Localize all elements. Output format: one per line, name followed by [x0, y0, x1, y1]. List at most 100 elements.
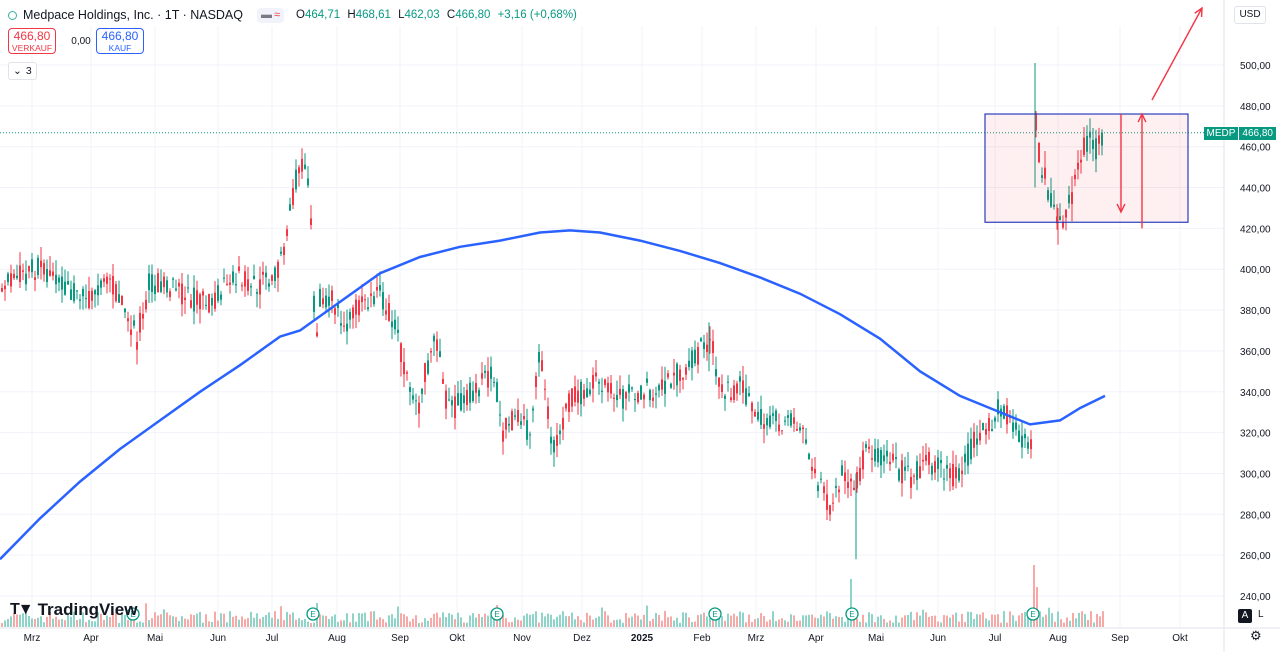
candle-body	[100, 280, 102, 288]
candle-body	[541, 360, 543, 372]
tradingview-logo[interactable]: T▼ TradingView	[10, 600, 137, 620]
indicators-count: 3	[25, 65, 32, 77]
volume-bar	[1009, 611, 1011, 627]
candle-body	[628, 384, 630, 393]
candle-body	[184, 297, 186, 301]
y-tick-label: 240,00	[1240, 592, 1271, 603]
visibility-toggle[interactable]: ▬ ≈	[257, 7, 285, 23]
indicators-toggle[interactable]: ⌄ 3	[8, 62, 37, 80]
candle-body	[79, 299, 81, 301]
candle-body	[460, 393, 462, 411]
volume-bar	[67, 612, 69, 627]
volume-bar	[247, 617, 249, 627]
candle-body	[934, 461, 936, 473]
candle-body	[313, 295, 315, 312]
volume-bar	[1021, 613, 1023, 627]
candle-body	[1068, 194, 1070, 204]
candle-body	[1047, 190, 1049, 200]
candle-body	[280, 251, 282, 254]
ohlc-high-label: H	[347, 9, 356, 21]
candle-body	[49, 270, 51, 276]
volume-bar	[625, 612, 627, 627]
earnings-marker-icon: E	[490, 607, 504, 621]
volume-bar	[838, 617, 840, 627]
volume-bar	[985, 618, 987, 627]
volume-bars	[1, 565, 1104, 627]
volume-bar	[46, 616, 48, 627]
candle-body	[853, 487, 855, 491]
volume-bar	[991, 614, 993, 627]
volume-bar	[580, 620, 582, 627]
candle-body	[775, 410, 777, 421]
candle-body	[688, 360, 690, 367]
volume-bar	[637, 615, 639, 627]
candle-body	[337, 304, 339, 309]
candle-body	[766, 418, 768, 426]
candle-body	[829, 505, 831, 515]
volume-bar	[892, 622, 894, 627]
volume-bar	[598, 616, 600, 627]
volume-bar	[601, 607, 603, 627]
auto-scale-button[interactable]: A	[1238, 609, 1252, 623]
candle-body	[418, 402, 420, 414]
candle-body	[343, 325, 345, 327]
volume-bar	[706, 616, 708, 627]
volume-bar	[76, 619, 78, 627]
candle-body	[889, 461, 891, 465]
candle-body	[526, 420, 528, 440]
volume-bar	[214, 611, 216, 627]
volume-bar	[16, 614, 18, 627]
volume-bar	[358, 613, 360, 627]
volume-bar	[40, 616, 42, 627]
volume-bar	[328, 618, 330, 627]
currency-selector[interactable]: USD	[1234, 6, 1266, 24]
candle-body	[997, 399, 999, 415]
candle-body	[772, 413, 774, 416]
earnings-marker-icon: E	[1026, 607, 1040, 621]
candle-body	[1021, 435, 1023, 448]
candle-body	[412, 395, 414, 400]
volume-bar	[907, 614, 909, 627]
x-tick-label: Okt	[1172, 633, 1188, 644]
volume-bar	[28, 616, 30, 627]
candle-body	[709, 339, 711, 341]
ohlc-values: O464,71 H468,61 L462,03 C466,80 +3,16 (+…	[296, 9, 581, 21]
candle-body	[778, 424, 780, 432]
candle-body	[592, 375, 594, 389]
candle-body	[229, 282, 231, 285]
candle-body	[643, 394, 645, 400]
volume-bar	[493, 616, 495, 627]
buy-button[interactable]: 466,80 KAUF	[96, 28, 144, 54]
candle-body	[580, 381, 582, 405]
volume-bar	[820, 614, 822, 627]
volume-bar	[793, 615, 795, 627]
candle-body	[490, 366, 492, 379]
candle-body	[1030, 439, 1032, 450]
volume-bar	[979, 614, 981, 627]
candle-body	[1050, 193, 1052, 207]
gear-icon[interactable]: ⚙	[1250, 628, 1262, 643]
candle-body	[838, 489, 840, 493]
candle-body	[373, 296, 375, 305]
sell-button[interactable]: 466,80 VERKAUF	[8, 28, 56, 54]
volume-bar	[310, 622, 312, 627]
x-tick-label: Jun	[930, 633, 946, 644]
ohlc-open-value: 464,71	[305, 9, 341, 21]
x-tick-label: Dez	[573, 633, 591, 644]
candle-body	[10, 273, 12, 287]
candle-body	[253, 275, 255, 280]
candle-body	[322, 298, 324, 305]
log-scale-button[interactable]: L	[1258, 609, 1264, 620]
volume-bar	[208, 621, 210, 627]
candle-body	[448, 399, 450, 401]
candle-body	[34, 277, 36, 280]
candle-body	[814, 468, 816, 474]
symbol-title[interactable]: Medpace Holdings, Inc. · 1T · NASDAQ	[23, 8, 243, 22]
symbol-header: Medpace Holdings, Inc. · 1T · NASDAQ ▬ ≈ …	[8, 6, 581, 24]
candle-body	[1098, 135, 1100, 144]
volume-bar	[391, 614, 393, 627]
candle-body	[724, 395, 726, 399]
candle-body	[328, 296, 330, 306]
candle-body	[1003, 405, 1005, 419]
